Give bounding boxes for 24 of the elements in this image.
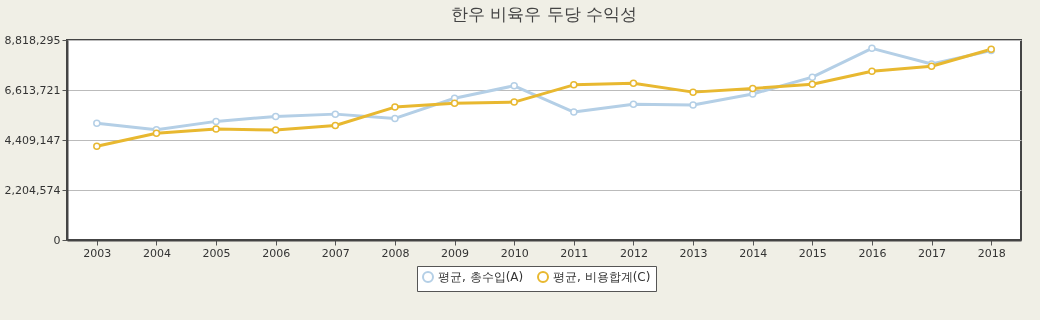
- x-tick-label: 2003: [83, 246, 112, 260]
- x-tick-label: 2018: [977, 246, 1006, 260]
- chart-title: 한우 비육우 두당 수익성: [450, 4, 638, 24]
- x-tick-label: 2010: [500, 246, 529, 260]
- y-tick-label: 8,818,295: [4, 33, 61, 47]
- y-tick-label: 4,409,147: [4, 133, 61, 147]
- legend-label: 평균, 총수입(A): [438, 270, 524, 284]
- legend-label: 평균, 비용합계(C): [553, 270, 651, 284]
- x-tick-label: 2016: [858, 246, 887, 260]
- x-tick-label: 2017: [918, 246, 947, 260]
- x-tick-label: 2015: [798, 246, 827, 260]
- x-tick-label: 2013: [679, 246, 708, 260]
- x-tick-label: 2014: [739, 246, 768, 260]
- y-tick-label: 0: [53, 233, 61, 247]
- x-tick-label: 2006: [262, 246, 291, 260]
- x-tick-label: 2005: [202, 246, 231, 260]
- x-tick-label: 2011: [560, 246, 589, 260]
- x-tick-label: 2008: [381, 246, 410, 260]
- y-tick-label: 2,204,574: [4, 183, 61, 197]
- y-tick-label: 6,613,721: [4, 83, 61, 97]
- x-tick-label: 2012: [619, 246, 648, 260]
- x-tick-label: 2009: [441, 246, 470, 260]
- x-tick-label: 2007: [321, 246, 350, 260]
- x-tick-label: 2004: [142, 246, 171, 260]
